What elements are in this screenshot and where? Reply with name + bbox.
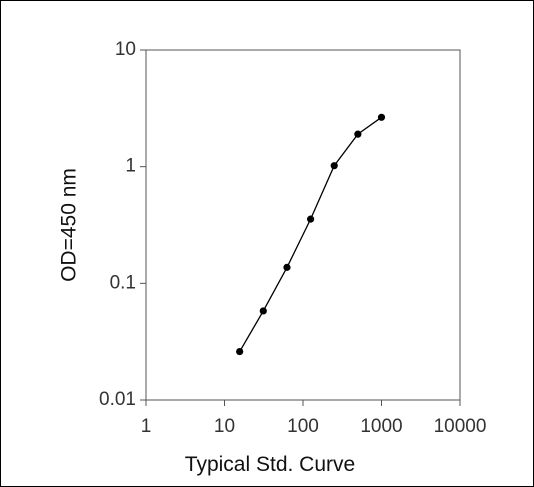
data-point — [307, 215, 315, 223]
x-tick-label: 10 — [214, 416, 235, 437]
data-point — [283, 263, 291, 271]
x-tick-label: 1 — [141, 416, 152, 437]
y-tick-label: 0.1 — [110, 272, 136, 293]
y-tick-label: 0.01 — [99, 389, 136, 410]
x-tick-label: 10000 — [434, 416, 487, 437]
data-point — [259, 307, 267, 315]
x-axis-ticks: 1 10 100 1000 10000 — [141, 400, 487, 437]
plot-area — [145, 49, 461, 401]
y-axis-title: OD=450 nm — [58, 168, 81, 282]
data-point — [354, 130, 362, 138]
data-point — [330, 162, 338, 170]
y-tick-label: 10 — [115, 39, 136, 60]
data-point — [236, 347, 244, 356]
y-axis-ticks: 10 1 0.1 0.01 — [99, 39, 146, 410]
data-point — [377, 113, 386, 121]
series-line — [239, 116, 382, 352]
x-axis-title: Typical Std. Curve — [185, 453, 355, 476]
x-tick-label: 100 — [287, 416, 319, 437]
data-series — [236, 113, 386, 356]
x-tick-label: 1000 — [360, 416, 402, 437]
y-tick-label: 1 — [125, 156, 136, 177]
